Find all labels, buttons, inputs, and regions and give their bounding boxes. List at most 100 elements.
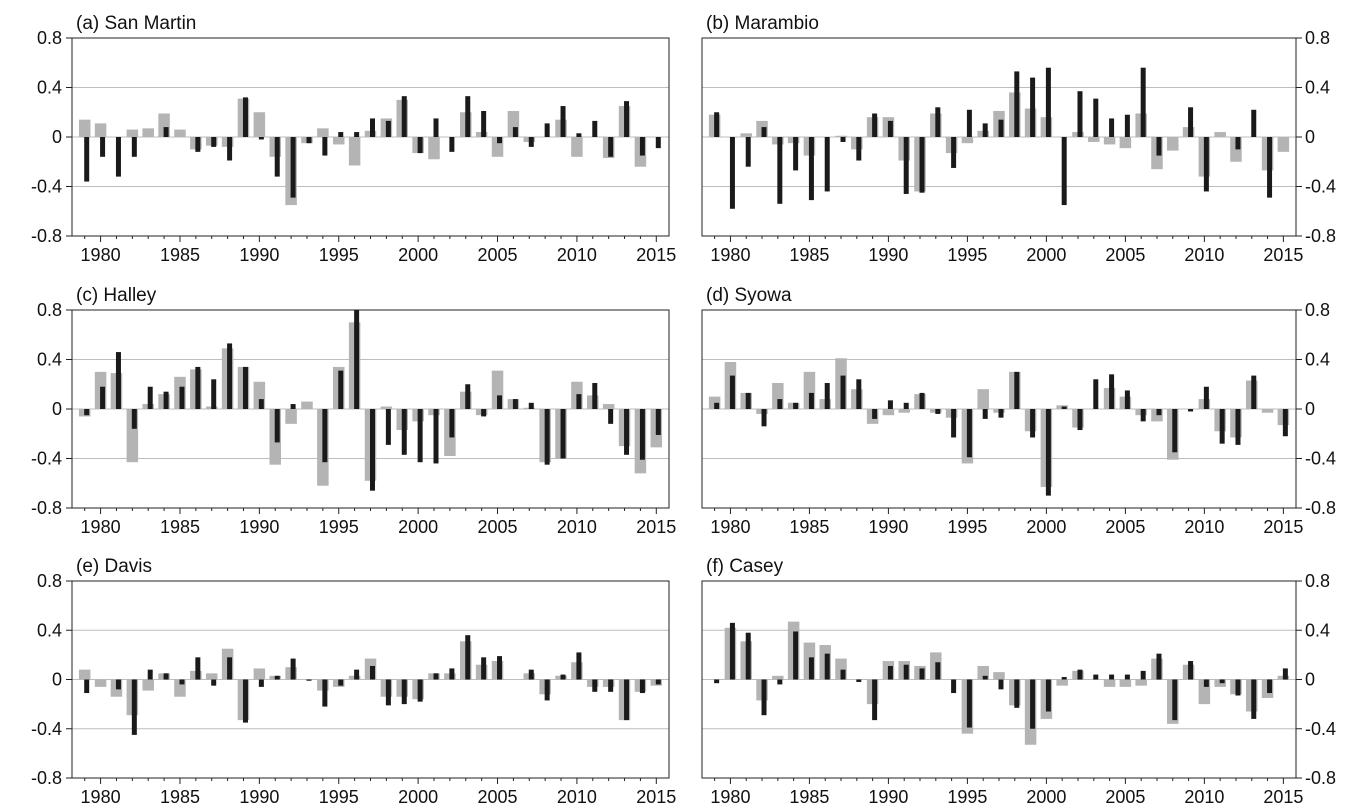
bar-series-2-2005: [497, 137, 503, 144]
bar-series-1-1996: [977, 389, 989, 409]
x-tick-label: 1990: [868, 245, 908, 265]
bar-series-2-2002: [449, 668, 455, 680]
bar-series-2-1996: [982, 409, 988, 419]
y-tick-label: -0.8: [1305, 768, 1336, 788]
bar-series-1-1982: [126, 129, 139, 137]
bar-series-2-1980: [729, 375, 735, 409]
x-tick-label: 1990: [239, 517, 279, 537]
bar-series-2-1989: [872, 409, 878, 419]
bar-series-2-2001: [1061, 137, 1067, 206]
bar-series-2-2002: [1077, 409, 1083, 431]
bar-series-1-1995: [961, 137, 974, 144]
bar-series-2-1991: [274, 675, 280, 680]
bar-series-2-2010: [1203, 679, 1209, 687]
x-tick-label: 1995: [319, 245, 359, 265]
bar-series-2-2010: [576, 652, 582, 680]
bar-series-1-1979: [78, 119, 91, 137]
bar-series-1-1982: [126, 409, 139, 463]
bar-series-2-1992: [290, 404, 296, 409]
x-tick-label: 2005: [477, 787, 517, 807]
y-tick-label: 0: [52, 127, 62, 147]
bar-series-2-1981: [115, 137, 121, 177]
x-tick-label: 1985: [160, 245, 200, 265]
bar-series-2-1993: [935, 662, 941, 680]
x-tick-label: 2015: [636, 245, 676, 265]
bar-series-2-1982: [761, 409, 767, 427]
bar-series-2-2007: [1156, 409, 1162, 416]
panel-title: (f) Casey: [706, 556, 784, 577]
bar-series-2-1988: [227, 137, 233, 161]
x-tick-label: 1995: [947, 245, 987, 265]
bar-series-2-2003: [465, 384, 471, 409]
bar-series-1-2014: [1261, 409, 1274, 413]
bar-series-1-2001: [428, 137, 440, 160]
bar-series-2-1981: [745, 632, 751, 680]
bar-series-2-1983: [777, 137, 783, 204]
y-tick-label: -0.4: [31, 719, 62, 739]
bar-series-2-2013: [624, 101, 630, 137]
bar-series-1-1981: [740, 133, 752, 137]
y-tick-label: 0: [52, 670, 62, 690]
bar-series-1-2006: [1135, 679, 1147, 686]
bar-series-2-2003: [1093, 379, 1099, 409]
x-tick-label: 2015: [1263, 245, 1303, 265]
panel-title: (a) San Martin: [76, 13, 196, 34]
bar-series-1-2001: [1056, 679, 1068, 686]
bar-series-2-2011: [1219, 409, 1225, 444]
bar-series-2-1990: [258, 137, 264, 140]
bar-series-2-1979: [84, 137, 90, 182]
y-tick-label: 0.4: [1305, 350, 1330, 370]
y-tick-label: 0.8: [37, 300, 62, 320]
panel-title: (b) Marambio: [706, 13, 819, 34]
bar-series-2-1995: [966, 109, 972, 137]
bar-series-2-1989: [242, 366, 248, 409]
bar-series-2-1993: [935, 107, 941, 137]
x-tick-label: 2000: [398, 517, 438, 537]
bar-series-2-1982: [761, 679, 767, 716]
bar-series-2-1983: [147, 386, 153, 409]
bar-series-2-1985: [179, 679, 185, 685]
bar-series-2-2015: [1282, 668, 1288, 680]
y-tick-label: -0.8: [1305, 226, 1336, 246]
bar-series-1-1987: [835, 135, 847, 137]
bar-series-1-2010: [571, 137, 583, 157]
bar-series-2-2004: [1109, 118, 1115, 137]
bar-series-2-1986: [824, 137, 830, 192]
bar-series-2-1995: [338, 370, 344, 409]
x-tick-label: 2000: [1026, 517, 1066, 537]
bar-series-2-2005: [1124, 674, 1130, 680]
bar-series-2-1983: [777, 399, 783, 409]
y-tick-label: -0.4: [1305, 177, 1336, 197]
x-tick-label: 1980: [81, 787, 121, 807]
bar-series-1-1990: [253, 381, 266, 409]
bar-series-2-1987: [211, 379, 217, 409]
bar-series-2-2007: [528, 402, 534, 409]
bar-series-2-1985: [808, 137, 814, 201]
x-tick-label: 1980: [710, 245, 750, 265]
bar-series-2-2014: [639, 137, 645, 156]
bar-series-2-2003: [465, 635, 471, 680]
bar-series-1-2008: [1167, 137, 1179, 151]
y-tick-label: -0.4: [31, 177, 62, 197]
bar-series-2-2015: [1282, 409, 1288, 437]
bar-series-2-1989: [872, 679, 878, 721]
y-tick-label: 0.8: [1305, 571, 1330, 591]
bar-series-1-1987: [835, 658, 847, 680]
bar-series-1-1992: [285, 409, 297, 424]
bar-series-1-1987: [205, 673, 218, 680]
bar-series-2-1981: [115, 352, 121, 409]
x-tick-label: 1990: [239, 245, 279, 265]
bar-series-2-1999: [1030, 409, 1036, 438]
bar-series-2-1989: [242, 679, 248, 723]
bar-series-2-1986: [824, 383, 830, 409]
bar-series-1-2005: [1119, 137, 1132, 149]
x-tick-label: 2000: [398, 245, 438, 265]
bar-series-2-2002: [1077, 669, 1083, 680]
bar-series-2-2013: [624, 679, 630, 721]
y-tick-label: 0: [52, 399, 62, 419]
bar-series-2-2011: [592, 679, 598, 692]
bar-series-2-1984: [163, 391, 169, 409]
panel-title: (d) Syowa: [706, 285, 792, 306]
bar-series-2-1994: [322, 409, 328, 463]
bar-series-2-2008: [544, 123, 550, 137]
